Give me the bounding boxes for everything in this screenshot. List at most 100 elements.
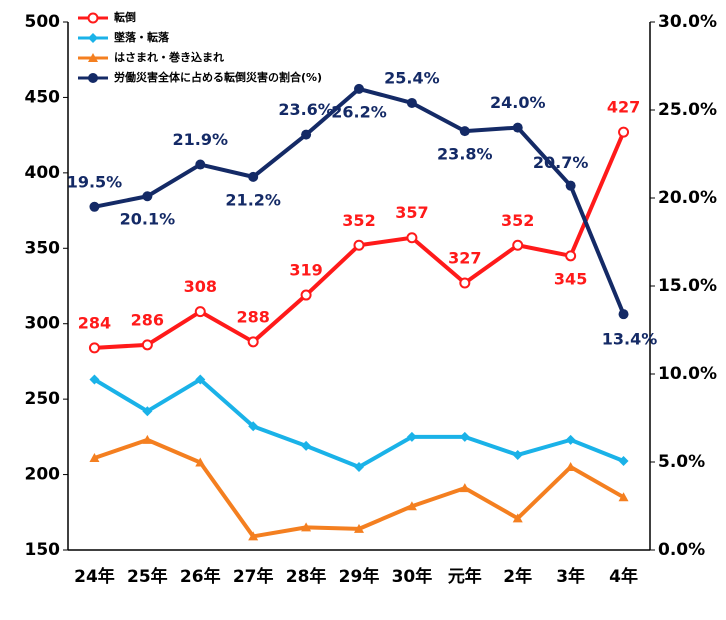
y2-tick-label: 10.0%: [658, 364, 717, 384]
point: [459, 431, 470, 442]
point: [565, 250, 577, 262]
point: [406, 431, 417, 442]
y2-tick-label: 15.0%: [658, 276, 717, 296]
point: [618, 126, 630, 138]
data-label: 26.2%: [331, 102, 387, 121]
legend-label: 墜落・転落: [114, 30, 170, 44]
y-tick-label: 200: [25, 465, 61, 485]
series-line: [93, 377, 625, 470]
data-label: 19.5%: [67, 172, 123, 191]
point: [142, 434, 153, 444]
point: [248, 531, 259, 541]
point: [301, 522, 312, 532]
point: [459, 277, 471, 289]
legend-label: 労働災害全体に占める転倒災害の割合(%): [114, 70, 322, 84]
x-tick-label: 元年: [448, 566, 482, 587]
point: [89, 452, 100, 462]
point: [354, 523, 364, 533]
y-tick-label: 250: [25, 389, 61, 409]
data-label: 25.4%: [384, 68, 440, 87]
point: [565, 434, 576, 445]
point: [618, 455, 629, 466]
point: [142, 191, 153, 202]
point: [512, 239, 524, 251]
data-label: 23.6%: [278, 100, 334, 119]
point: [89, 201, 100, 212]
point: [248, 421, 259, 432]
x-tick-label: 30年: [392, 566, 433, 587]
point: [618, 309, 629, 320]
y-tick-label: 350: [25, 238, 61, 258]
series-line: [93, 437, 625, 539]
data-label: 427: [607, 98, 640, 117]
point: [512, 513, 523, 523]
series-line: [94, 86, 626, 315]
x-tick-label: 25年: [127, 566, 168, 587]
point: [459, 483, 470, 493]
point: [406, 97, 417, 108]
y2-tick-label: 30.0%: [658, 12, 717, 32]
point: [195, 374, 206, 385]
x-tick-label: 29年: [339, 566, 380, 587]
point: [88, 342, 100, 354]
point: [406, 232, 418, 244]
point: [195, 159, 206, 170]
x-tick-label: 27年: [233, 566, 274, 587]
x-tick-label: 4年: [609, 566, 638, 587]
data-label: 20.7%: [533, 153, 589, 172]
point: [301, 129, 312, 140]
data-label: 319: [289, 261, 322, 280]
point: [354, 83, 364, 94]
y-tick-label: 450: [25, 87, 61, 107]
point: [248, 171, 259, 182]
legend-marker: [88, 73, 98, 83]
point: [512, 449, 523, 460]
data-label: 20.1%: [120, 210, 176, 229]
y2-tick-label: 5.0%: [658, 452, 705, 472]
y2-tick-label: 0.0%: [658, 540, 705, 560]
data-label: 13.4%: [602, 330, 658, 349]
point: [89, 374, 100, 385]
data-label: 352: [342, 211, 375, 230]
point: [195, 457, 206, 467]
legend-marker: [87, 12, 99, 24]
legend-label: はさまれ・巻き込まれ: [114, 50, 224, 64]
data-label: 21.9%: [173, 130, 229, 149]
legend-marker: [88, 53, 98, 62]
data-label: 357: [395, 203, 428, 222]
point: [353, 239, 365, 251]
y2-tick-label: 20.0%: [658, 188, 717, 208]
point: [618, 492, 629, 502]
x-tick-label: 3年: [556, 566, 585, 587]
data-label: 23.8%: [437, 145, 493, 164]
point: [141, 339, 153, 351]
data-label: 284: [78, 313, 111, 332]
point: [406, 501, 417, 511]
data-label: 352: [501, 211, 534, 230]
point: [459, 126, 470, 137]
x-tick-label: 26年: [180, 566, 221, 587]
point: [565, 462, 576, 472]
legend-label: 転倒: [114, 10, 136, 24]
data-label: 345: [554, 269, 587, 288]
point: [300, 289, 312, 301]
point: [301, 440, 312, 451]
point: [354, 462, 364, 473]
y-tick-label: 400: [25, 163, 61, 183]
point: [142, 406, 153, 417]
data-label: 286: [131, 310, 164, 329]
x-tick-label: 24年: [74, 566, 115, 587]
x-tick-label: 28年: [286, 566, 327, 587]
y-tick-label: 300: [25, 314, 61, 334]
data-label: 308: [184, 277, 217, 296]
y2-tick-label: 25.0%: [658, 100, 717, 120]
data-label: 288: [236, 307, 269, 326]
point: [194, 306, 206, 318]
point: [247, 336, 259, 348]
legend-marker: [88, 33, 98, 43]
x-tick-label: 2年: [503, 566, 532, 587]
point: [565, 180, 576, 191]
data-label: 327: [448, 248, 481, 267]
y-tick-label: 150: [25, 540, 61, 560]
